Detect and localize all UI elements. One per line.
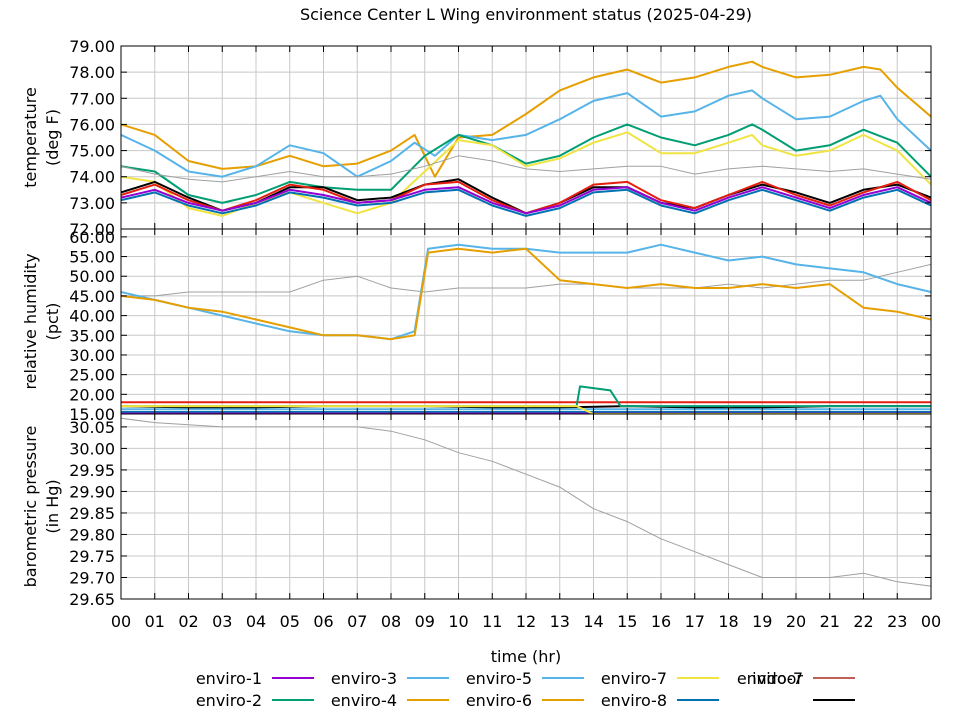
y-tick-label: 20.00 [69,385,115,404]
legend: enviro-1 enviro-2 enviro-3 enviro-4 enviro-5… [196,669,855,710]
y-tick-label: 15.00 [69,405,115,424]
y-axis-label-line: relative humidity [21,253,40,389]
legend-label: enviro-2 [196,691,262,710]
legend-label: enviro-6 [466,691,532,710]
y-tick-label: 29.95 [69,461,115,480]
y-tick-label: 75.00 [69,142,115,161]
y-tick-label: 72.00 [69,220,115,239]
x-tick-label: 15 [617,612,637,631]
x-tick-label: 18 [718,612,738,631]
x-tick-label: 23 [887,612,907,631]
panel-series-group [121,60,931,217]
x-tick-label: 05 [280,612,300,631]
legend-label: enviro-5 [466,669,532,688]
chart-title: Science Center L Wing environment status… [300,5,752,24]
legend-label: enviro-3 [331,669,397,688]
x-tick-label: 20 [786,612,806,631]
y-tick-label: 29.90 [69,482,115,501]
legend-label: indoor [752,669,803,688]
y-tick-label: 29.70 [69,568,115,587]
series-line-enviro-7 [121,405,931,414]
x-tick-label: 19 [752,612,772,631]
series-line-enviro-6 [121,247,931,341]
x-tick-label: 06 [313,612,333,631]
series-line-enviro-5 [121,89,931,178]
x-tick-label: 00 [111,612,131,631]
y-tick-label: 35.00 [69,326,115,345]
y-tick-label: 29.80 [69,525,115,544]
series-line-enviro-6 [121,60,931,178]
y-tick-label: 40.00 [69,307,115,326]
x-tick-label: 17 [685,612,705,631]
y-tick-label: 76.00 [69,115,115,134]
x-tick-label: 16 [651,612,671,631]
series-line-enviro-2 [121,123,931,204]
x-tick-label: 00 [921,612,941,631]
y-tick-label: 77.00 [69,89,115,108]
y-tick-label: 30.05 [69,418,115,437]
x-tick-label: 09 [415,612,435,631]
series-line-indoor [121,417,931,587]
series-line-enviro-5 [121,243,931,341]
y-tick-label: 73.00 [69,194,115,213]
y-tick-label: 55.00 [69,248,115,267]
series-line-indoor [121,155,931,183]
y-tick-label: 45.00 [69,287,115,306]
y-axis-label-line: temperature [21,87,40,188]
x-tick-label: 07 [347,612,367,631]
x-tick-label: 10 [448,612,468,631]
y-axis-label: barometric pressure (in Hg) [21,426,62,588]
x-tick-label: 01 [145,612,165,631]
y-tick-label: 29.65 [69,590,115,609]
x-axis-label: time (hr) [491,647,561,666]
y-tick-label: 79.00 [69,37,115,56]
x-tick-label: 14 [583,612,603,631]
y-tick-label: 30.00 [69,346,115,365]
y-axis-label-line: (deg F) [43,109,62,166]
y-tick-label: 50.00 [69,267,115,286]
y-axis-label-line: barometric pressure [21,426,40,588]
legend-label: enviro-4 [331,691,397,710]
series-line-enviro-8 [121,188,931,217]
y-axis-label: temperature (deg F) [21,87,62,188]
y-axis-label-line: (pct) [43,303,62,341]
y-tick-label: 29.75 [69,547,115,566]
x-tick-label: 13 [550,612,570,631]
y-tick-label: 25.00 [69,366,115,385]
x-tick-label: 12 [516,612,536,631]
series-line-enviro-1 [121,186,931,215]
x-tick-label: 08 [381,612,401,631]
y-axis-label-line: (in Hg) [43,479,62,533]
panel-series-group [121,417,931,587]
x-tick-label: 02 [178,612,198,631]
y-tick-label: 29.85 [69,504,115,523]
legend-label: enviro-7 [601,669,667,688]
x-tick-label: 11 [482,612,502,631]
y-tick-label: 30.00 [69,439,115,458]
x-tick-label: 03 [212,612,232,631]
x-tick-label: 21 [820,612,840,631]
y-tick-label: 78.00 [69,63,115,82]
ticks-layer: 72.00 73.00 74.00 75.00 76.00 77.00 78.00 79.00… [21,37,941,631]
legend-label: enviro-1 [196,669,262,688]
x-tick-label: 04 [246,612,266,631]
x-tick-label: 22 [853,612,873,631]
series-line-indoor [121,263,931,297]
legend-label: enviro-8 [601,691,667,710]
y-tick-label: 60.00 [69,228,115,247]
y-axis-label: relative humidity (pct) [21,253,62,389]
legend-label: enviro-7 [737,669,803,688]
y-tick-label: 74.00 [69,168,115,187]
grid-layer [121,46,931,599]
